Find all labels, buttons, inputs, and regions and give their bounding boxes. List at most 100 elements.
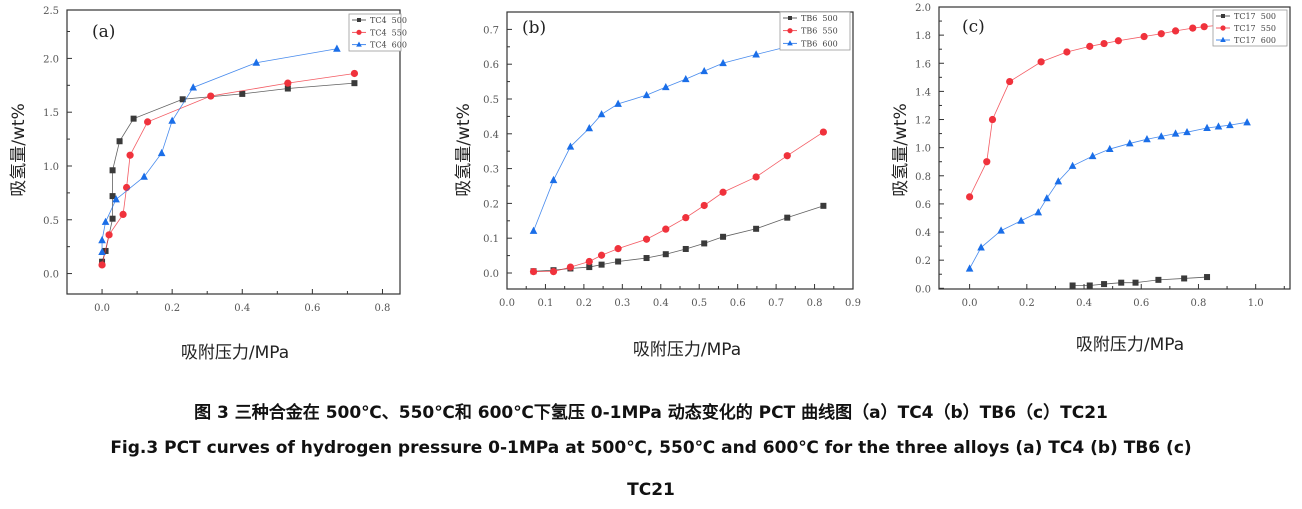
- panel-a: 0.0 0.2 0.4 0.6 0.8 0.0 0.5 1.0 1.5 2.0 2.5 (a) 吸附压力…: [9, 6, 407, 363]
- series-circle: [966, 21, 1223, 201]
- x-axis-label: 吸附压力/MPa: [633, 340, 741, 360]
- data-point: [1100, 39, 1108, 48]
- data-point: [1226, 120, 1234, 129]
- panel-b: 0.0 0.1 0.2 0.3 0.4 0.5 0.6 0.7 0.8 0.9 0.0 0.1 0.2 0…: [454, 11, 861, 360]
- y-tick-label: 2.5: [43, 6, 59, 17]
- x-tick-label: 0.1: [537, 298, 553, 309]
- data-point: [1006, 77, 1014, 86]
- data-point: [1118, 279, 1125, 286]
- data-point: [1181, 275, 1188, 282]
- data-point: [122, 183, 131, 192]
- y-tick-label: 0.2: [915, 256, 931, 267]
- data-point: [119, 210, 127, 218]
- legend-marker: [787, 28, 793, 34]
- data-point: [783, 152, 791, 160]
- data-point: [682, 214, 690, 222]
- y-tick-label: 0.4: [915, 228, 931, 239]
- y-axis-label: 吸氢量/wt%: [9, 103, 29, 196]
- data-point: [586, 264, 593, 271]
- x-tick-label: 0.2: [164, 303, 180, 314]
- legend-marker: [1220, 25, 1226, 31]
- legend-label: TC4 600: [370, 41, 407, 50]
- data-point: [1157, 30, 1165, 38]
- data-point: [719, 188, 727, 196]
- y-axis-label: 吸氢量/wt%: [454, 103, 474, 196]
- y-tick-label: 1.4: [915, 87, 931, 98]
- x-tick-label: 0.0: [94, 303, 110, 314]
- x-tick-label: 0.4: [234, 303, 250, 314]
- data-point: [284, 79, 292, 87]
- data-point: [105, 231, 113, 239]
- data-point: [98, 261, 106, 269]
- legend-label: TC4 550: [370, 28, 407, 37]
- legend-label: TB6 500: [801, 14, 838, 23]
- x-tick-label: 0.2: [1019, 298, 1035, 309]
- data-point: [207, 92, 215, 100]
- data-point: [965, 264, 974, 272]
- y-tick-label: 0.1: [483, 234, 499, 245]
- x-tick-label: 0.0: [499, 298, 515, 309]
- data-point: [784, 214, 791, 221]
- series-line: [969, 121, 1248, 269]
- data-point: [643, 255, 650, 262]
- x-tick-label: 1.0: [1248, 298, 1264, 309]
- data-point: [98, 247, 106, 256]
- legend-label: TC17 550: [1234, 24, 1276, 33]
- panel-label: (c): [962, 17, 985, 37]
- data-point: [820, 202, 827, 209]
- y-tick-label: 1.0: [43, 162, 59, 173]
- data-point: [189, 83, 197, 91]
- series-circle: [98, 69, 359, 269]
- series-square: [99, 80, 358, 265]
- data-point: [130, 115, 137, 122]
- data-point: [614, 245, 622, 253]
- series-triangle: [529, 42, 792, 234]
- series-triangle: [965, 118, 1251, 272]
- data-point: [642, 235, 651, 243]
- y-tick-label: 1.5: [43, 108, 59, 119]
- data-point: [1054, 177, 1063, 185]
- panel-c: 0.0 0.2 0.4 0.6 0.8 1.0 0.0 0.2 0.4 0.6 0.8 1.0 1.2 1…: [891, 3, 1291, 355]
- legend-label: TC17 500: [1234, 12, 1276, 21]
- x-tick-label: 0.3: [614, 298, 630, 309]
- x-tick-label: 0.6: [730, 298, 746, 309]
- data-point: [351, 80, 358, 87]
- data-point: [719, 58, 727, 67]
- data-point: [1204, 274, 1211, 281]
- y-tick-label: 1.8: [915, 31, 931, 42]
- data-point: [1143, 135, 1151, 143]
- x-axis-label: 吸附压力/MPa: [1076, 335, 1184, 355]
- x-tick-label: 0.4: [1076, 298, 1092, 309]
- caption-english-cont: TC21: [627, 480, 675, 500]
- data-point: [1105, 144, 1114, 153]
- panel-label: (a): [92, 22, 115, 42]
- series-line: [101, 48, 337, 253]
- data-point: [977, 243, 985, 251]
- series-line: [533, 46, 788, 232]
- data-point: [140, 172, 148, 180]
- series-line: [533, 205, 824, 272]
- data-point: [700, 66, 709, 75]
- data-point: [179, 96, 186, 103]
- x-tick-label: 0.9: [845, 298, 861, 309]
- data-point: [168, 116, 176, 124]
- data-point: [239, 90, 246, 97]
- data-point: [1214, 122, 1223, 130]
- data-point: [333, 44, 341, 52]
- legend: TB6 500 TB6 550 TB6 600: [779, 11, 851, 51]
- data-point: [529, 226, 538, 234]
- x-tick-label: 0.8: [375, 303, 391, 314]
- legend-marker: [787, 40, 793, 46]
- data-point: [662, 251, 669, 258]
- x-tick-label: 0.6: [304, 303, 320, 314]
- y-tick-label: 0.4: [483, 130, 499, 141]
- data-point: [597, 251, 606, 259]
- data-point: [752, 50, 760, 58]
- legend-label: TB6 600: [801, 39, 838, 48]
- pct-charts: 0.0 0.2 0.4 0.6 0.8 0.0 0.5 1.0 1.5 2.0 2.5 (a) 吸附压力…: [9, 3, 1291, 363]
- y-tick-label: 0.0: [915, 284, 931, 295]
- x-tick-label: 0.7: [768, 298, 784, 309]
- data-point: [681, 74, 690, 83]
- data-point: [983, 158, 991, 166]
